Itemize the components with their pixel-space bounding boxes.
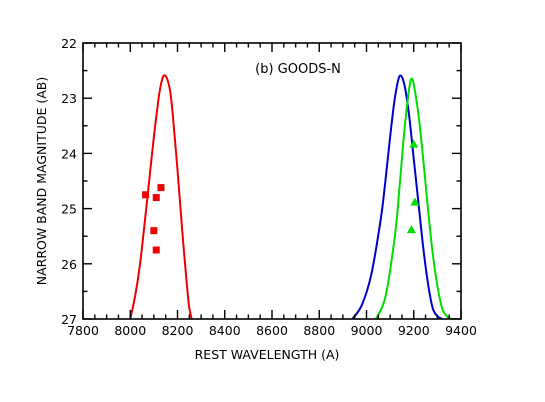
x-tick-label: 9200 <box>398 323 430 338</box>
triangle-marker <box>410 197 420 206</box>
y-tick-label: 24 <box>61 146 77 161</box>
square-marker <box>152 246 160 254</box>
triangle-marker <box>406 225 416 234</box>
filter-curve-3 <box>375 77 457 319</box>
filter-curve-2 <box>351 74 443 319</box>
square-marker <box>157 184 165 192</box>
square-marker <box>142 191 150 199</box>
square-marker <box>152 194 160 202</box>
x-tick-label: 8400 <box>209 323 241 338</box>
filter-curve-1 <box>129 74 193 319</box>
y-tick-label: 23 <box>61 91 77 106</box>
x-tick-label: 9400 <box>445 323 477 338</box>
y-tick-label: 27 <box>61 312 77 327</box>
y-tick-label: 26 <box>61 257 77 272</box>
x-tick-label: 9000 <box>351 323 383 338</box>
x-tick-label: 8600 <box>256 323 288 338</box>
x-tick-label: 8000 <box>114 323 146 338</box>
chart-annotation: (b) GOODS-N <box>255 62 341 77</box>
y-axis-label: NARROW BAND MAGNITUDE (AB) <box>34 77 49 286</box>
y-tick-label: 25 <box>61 202 77 217</box>
y-tick-label: 22 <box>61 36 77 51</box>
square-marker <box>150 227 158 235</box>
x-tick-label: 7800 <box>67 323 99 338</box>
x-tick-label: 8200 <box>162 323 194 338</box>
x-tick-label: 8800 <box>303 323 335 338</box>
triangle-marker <box>409 139 419 148</box>
x-axis-label: REST WAVELENGTH (A) <box>195 347 340 362</box>
